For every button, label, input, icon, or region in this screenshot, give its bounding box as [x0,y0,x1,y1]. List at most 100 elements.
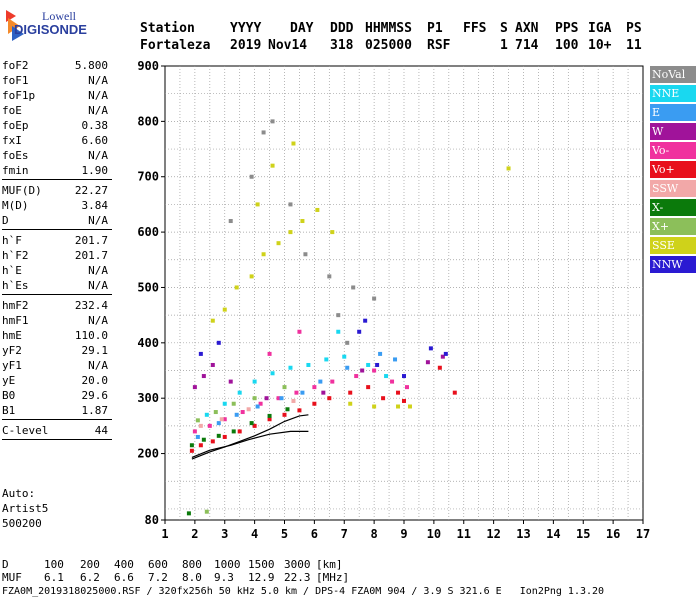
header-value: 318 [330,38,354,53]
echo-point [428,346,433,351]
echo-point [198,351,203,356]
parameter-name: foEp [2,119,29,132]
header-label: PS [626,21,642,36]
parameter-name: D [2,214,9,227]
row-value: [km] [316,558,343,571]
y-tick-label: 400 [137,336,159,350]
x-tick-label: 1 [161,527,168,541]
echo-point [324,357,329,362]
parameter-row: C-level 44 [2,423,112,438]
x-tick-label: 5 [281,527,288,541]
echo-point [186,511,191,516]
echo-point [312,385,317,390]
parameter-name: fmin [2,164,29,177]
echo-point [396,390,401,395]
parameter-name: hmF2 [2,299,29,312]
parameter-group: MUF(D) 22.27 M(D) 3.84 D N/A [2,183,112,230]
x-tick-label: 4 [251,527,258,541]
parameter-name: B1 [2,404,16,417]
parameter-value: N/A [88,214,108,227]
echo-point [252,423,257,428]
echo-point [437,365,442,370]
parameter-row: fxI 6.60 [2,133,112,148]
row-value: 400 [114,558,134,571]
echo-point [345,340,350,345]
legend-entry: SSE [650,237,696,254]
echo-point [261,252,266,257]
header-label: DDD [330,21,354,36]
file-info-footer: FZA0M_2019318025000.RSF / 320fx256h 50 k… [2,586,605,597]
echo-point [393,357,398,362]
echo-point [378,351,383,356]
parameter-name: foEs [2,149,29,162]
echo-point [321,390,326,395]
echo-point [267,413,272,418]
echo-point [195,434,200,439]
echo-point [279,396,284,401]
parameter-value: 1.90 [81,164,109,177]
echo-point [336,329,341,334]
echo-point [228,219,233,224]
y-tick-label: 900 [137,59,159,73]
parameter-value: N/A [88,264,108,277]
echo-point [276,396,281,401]
parameter-row: foF2 5.800 [2,58,112,73]
row-value: 1000 [214,558,241,571]
legend-entry: E [650,104,696,121]
echo-point [288,365,293,370]
parameter-row: foEp 0.38 [2,118,112,133]
parameter-name: MUF(D) [2,184,42,197]
echo-point [336,313,341,318]
parameter-row: D N/A [2,213,112,228]
parameter-row: h`F2 201.7 [2,248,112,263]
echo-point [443,351,448,356]
echo-point [267,351,272,356]
x-tick-label: 17 [636,527,650,541]
parameter-value: N/A [88,279,108,292]
legend-entry: SSW [650,180,696,197]
echo-point [231,429,236,434]
echo-point [375,362,380,367]
echo-point [372,404,377,409]
echo-point [440,354,445,359]
parameter-value: 20.0 [81,374,109,387]
ionogram-plot: 1 2 3 4 5 6 7 8 9 10 11 12 13 14 15 16 17802003004005006… [137,59,650,541]
echo-point [255,404,260,409]
echo-point [300,219,305,224]
echo-point [288,202,293,207]
header-value: Nov14 [268,38,308,53]
parameter-row: yF2 29.1 [2,343,112,358]
parameter-row: yF1 N/A [2,358,112,373]
header-label: YYYY [230,21,262,36]
echo-point [506,166,511,171]
parameter-row: h`Es N/A [2,278,112,293]
legend-entry: X+ [650,218,696,235]
autoscale-info: Auto: Artist5 500200 [2,486,48,531]
echo-point [366,362,371,367]
echo-point [255,202,260,207]
header-value: 11 [626,38,642,53]
parameter-value: 232.4 [74,299,108,312]
y-tick-label: 600 [137,225,159,239]
echo-point [222,417,227,422]
echo-point [252,379,257,384]
echo-point [291,398,296,403]
row-value: 200 [80,558,100,571]
echo-point [312,401,317,406]
echo-point [452,390,457,395]
echo-point [318,379,323,384]
x-tick-label: 12 [486,527,500,541]
echo-point [300,390,305,395]
echo-point [348,390,353,395]
station-header: Station YYYY DAY DDD HHMMSS P1 FFS S AXN PPS IGA PS… [140,20,660,54]
echo-point [246,407,251,412]
echo-point [396,404,401,409]
echo-point [216,340,221,345]
header-label: P1 [427,21,443,36]
echo-point [201,374,206,379]
echo-point [216,433,221,438]
echo-point [282,412,287,417]
parameter-value: 201.7 [74,249,108,262]
logo-line1: Lowell [42,9,77,23]
parameter-group: C-level 44 [2,423,112,440]
